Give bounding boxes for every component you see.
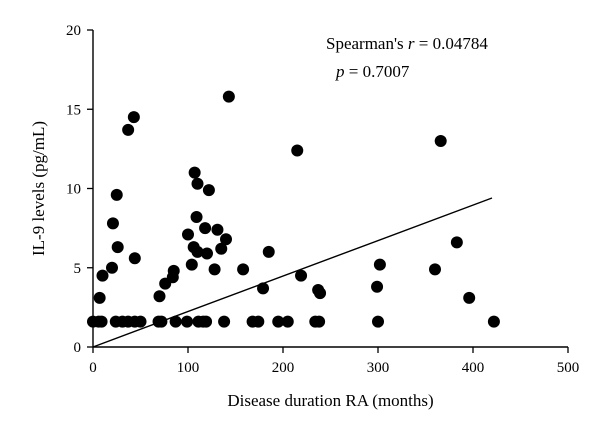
y-tick-label: 20: [66, 23, 81, 39]
r-value: = 0.04784: [415, 34, 489, 53]
x-axis-title: Disease duration RA (months): [227, 391, 433, 410]
data-point: [463, 291, 476, 304]
data-point: [110, 188, 123, 201]
x-tick-label: 300: [367, 360, 390, 376]
data-point: [208, 263, 221, 276]
data-point: [237, 263, 250, 276]
data-point: [371, 280, 384, 293]
data-point: [128, 252, 141, 265]
p-variable: p: [335, 62, 345, 81]
y-tick-label: 10: [66, 182, 81, 198]
data-point: [191, 245, 204, 258]
data-point: [122, 123, 135, 136]
x-tick-label: 100: [177, 360, 200, 376]
data-point: [262, 245, 275, 258]
data-point: [313, 315, 326, 328]
data-point: [281, 315, 294, 328]
data-point: [191, 177, 204, 190]
x-axis-ticks: 0 100 200 300 400 500: [89, 347, 579, 376]
data-point: [215, 242, 228, 255]
data-point: [487, 315, 500, 328]
x-tick-label: 200: [272, 360, 295, 376]
data-point: [127, 111, 140, 124]
data-point: [134, 315, 147, 328]
stats-annotation: Spearman's r = 0.04784 p = 0.7007: [326, 34, 488, 81]
x-tick-label: 400: [462, 360, 485, 376]
data-point: [202, 184, 215, 197]
p-value: = 0.7007: [345, 62, 410, 81]
data-point: [201, 247, 213, 260]
y-tick-label: 0: [74, 340, 82, 356]
data-point: [190, 211, 203, 224]
y-tick-label: 5: [74, 261, 82, 277]
data-point: [169, 315, 182, 328]
data-point: [167, 264, 180, 277]
x-tick-label: 0: [89, 360, 97, 376]
data-point: [95, 315, 108, 328]
data-point: [450, 236, 463, 249]
data-point: [434, 134, 447, 147]
data-point: [314, 287, 327, 300]
data-point: [373, 258, 386, 271]
data-point: [182, 228, 194, 241]
data-point: [185, 258, 198, 271]
data-point: [222, 90, 235, 103]
data-point: [220, 233, 232, 246]
data-points: [87, 90, 500, 328]
p-value-text: p = 0.7007: [335, 62, 410, 81]
data-point: [295, 269, 308, 282]
y-tick-label: 15: [66, 102, 81, 118]
spearman-r-text: Spearman's r = 0.04784: [326, 34, 488, 53]
data-point: [291, 144, 304, 157]
data-point: [252, 315, 265, 328]
data-point: [93, 291, 106, 304]
data-point: [372, 315, 384, 328]
data-point: [106, 261, 118, 274]
y-axis-ticks: 0 5 10 15 20: [66, 23, 93, 356]
data-point: [155, 315, 168, 328]
r-variable: r: [408, 34, 415, 53]
data-point: [211, 223, 224, 236]
data-point: [153, 290, 166, 303]
data-point: [218, 315, 231, 328]
data-point: [200, 315, 213, 328]
y-axis-title: IL-9 levels (pg/mL): [29, 121, 48, 256]
spearman-label: Spearman's: [326, 34, 408, 53]
data-point: [111, 241, 124, 254]
x-tick-label: 500: [557, 360, 580, 376]
data-point: [272, 315, 285, 328]
data-point: [257, 282, 270, 295]
data-point: [188, 166, 201, 179]
data-point: [181, 315, 194, 328]
data-point: [199, 222, 212, 235]
data-point: [429, 263, 441, 276]
data-point: [106, 217, 119, 230]
data-point: [96, 269, 109, 282]
